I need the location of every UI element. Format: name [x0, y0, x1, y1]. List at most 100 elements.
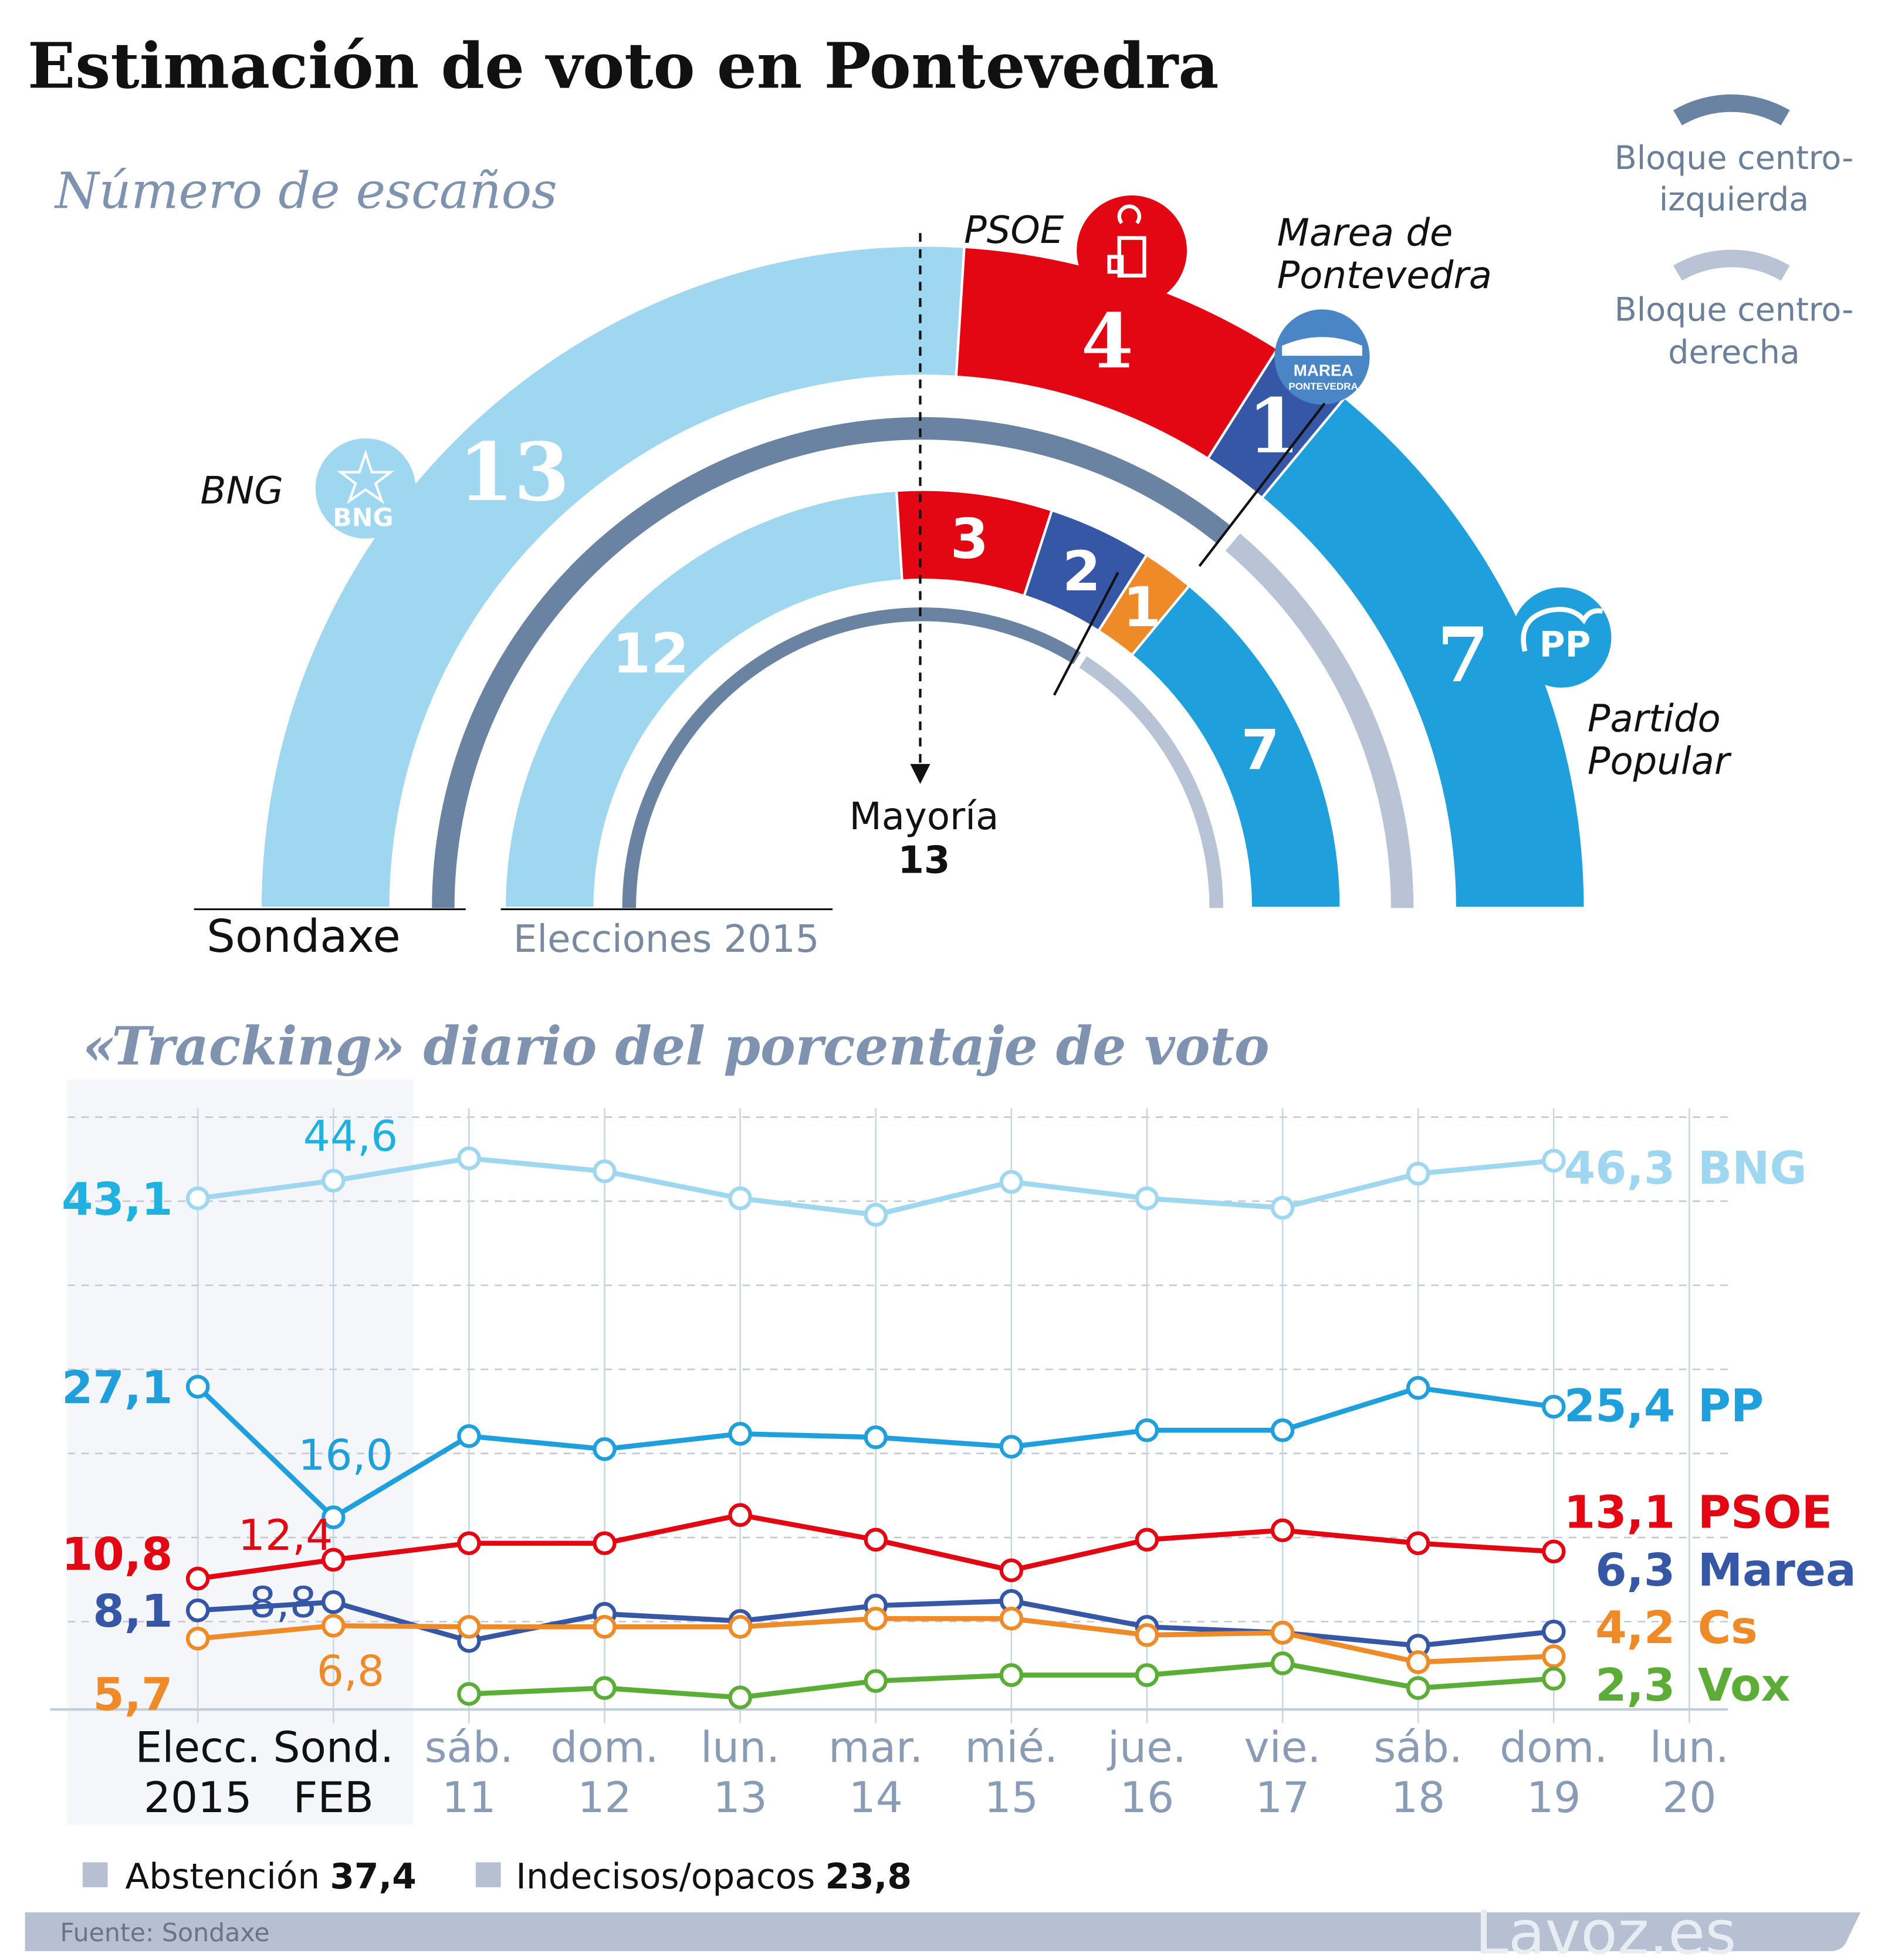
- legend-name-pp: PP: [1698, 1380, 1764, 1432]
- seat-segment-elecciones-2015-partido-popular: [1130, 584, 1342, 910]
- data-point-cs: [1270, 1621, 1295, 1645]
- seats-subtitle: Número de escaños: [54, 162, 557, 220]
- bloc-arc-sondaxe-centre-right: [1225, 533, 1414, 908]
- party-label-marea-1: Marea de: [1277, 211, 1453, 255]
- undecided-swatch: [475, 1862, 501, 1888]
- legend-name-marea: Marea: [1698, 1545, 1856, 1597]
- seat-label-sondaxe-psoe: 4: [1081, 298, 1133, 386]
- pp-logo-circle: [1511, 587, 1612, 688]
- pp-logo-text: PP: [1539, 624, 1591, 665]
- data-point-bng: [1542, 1148, 1566, 1173]
- footer-brand: Lavoz.es: [1475, 1898, 1737, 1960]
- start-label-marea: 8,1: [93, 1586, 172, 1638]
- x-tick-label-day: jue.: [1107, 1724, 1186, 1773]
- x-tick-label-day: lun.: [1650, 1724, 1729, 1773]
- marea-logo-text-2: PONTEVEDRA: [1288, 381, 1358, 392]
- x-tick-label-day: dom.: [1500, 1724, 1608, 1773]
- data-point-psoe: [1135, 1528, 1159, 1552]
- legend-name-bng: BNG: [1698, 1143, 1807, 1195]
- data-point-cs: [593, 1614, 617, 1639]
- x-tick-label-date: 17: [1256, 1773, 1309, 1823]
- party-label-psoe: PSOE: [964, 209, 1064, 252]
- seat-label-elecciones-2015-marea-de-pontevedra: 2: [1062, 540, 1101, 604]
- party-label-marea-2: Pontevedra: [1277, 254, 1492, 298]
- reference-label-marea: 8,8: [249, 1579, 317, 1628]
- marea-logo: MAREA PONTEVEDRA: [1274, 309, 1370, 405]
- data-point-bng: [1406, 1161, 1430, 1186]
- start-label-cs: 5,7: [93, 1669, 172, 1721]
- bloc-arc-elecciones-2015-centre-right: [1079, 656, 1223, 908]
- party-label-pp-2: Popular: [1588, 740, 1732, 783]
- x-tick-label-day: sáb.: [1373, 1724, 1462, 1773]
- data-point-vox: [1542, 1667, 1566, 1691]
- x-tick-label-day: Sond.: [273, 1724, 394, 1773]
- data-point-pp: [593, 1437, 617, 1461]
- abstention-swatch: [82, 1862, 108, 1888]
- data-point-bng: [864, 1202, 888, 1227]
- seat-segment-sondaxe-partido-popular: [1260, 396, 1586, 910]
- undecided-label: Indecisos/opacos 23,8: [516, 1857, 912, 1897]
- tracking-chart: Elecc.2015Sond.FEBsáb.11dom.12lun.13mar.…: [50, 1108, 1856, 1823]
- legend-name-psoe: PSOE: [1698, 1487, 1832, 1539]
- x-tick-label-date: 20: [1662, 1773, 1716, 1823]
- x-tick-label-day: Elecc.: [135, 1724, 260, 1773]
- tracking-subtitle: «Tracking» diario del porcentaje de voto: [83, 1016, 1270, 1077]
- data-point-bng: [728, 1186, 752, 1211]
- data-point-cs: [864, 1606, 888, 1631]
- seat-label-sondaxe-marea-de-pontevedra: 1: [1248, 383, 1300, 471]
- x-tick-label-date: 14: [849, 1773, 903, 1823]
- data-point-cs: [322, 1613, 346, 1638]
- data-point-bng: [1135, 1186, 1159, 1211]
- data-point-pp: [1542, 1394, 1566, 1419]
- x-tick-label-day: sáb.: [425, 1724, 513, 1773]
- data-point-bng: [322, 1168, 346, 1193]
- seat-segment-elecciones-2015-bng: [503, 489, 904, 910]
- page-title: Estimación de voto en Pontevedra: [28, 30, 1219, 103]
- start-label-psoe: 10,8: [62, 1529, 173, 1581]
- data-point-vox: [593, 1676, 617, 1700]
- data-point-bng: [185, 1186, 210, 1211]
- end-value-psoe: 13,1: [1564, 1487, 1676, 1539]
- footer-source: Fuente: Sondaxe: [60, 1918, 269, 1948]
- seat-label-elecciones-2015-partido-popular: 7: [1241, 719, 1280, 783]
- reference-label-cs: 6,8: [317, 1647, 384, 1697]
- x-tick-label-date: 11: [442, 1773, 496, 1823]
- data-point-cs: [728, 1614, 752, 1639]
- bloc-arc-elecciones-2015-centre-left: [622, 607, 1081, 908]
- majority-value: 13: [898, 839, 950, 883]
- ring-label-2015: Elecciones 2015: [513, 918, 820, 961]
- data-point-cs: [1542, 1644, 1566, 1668]
- end-value-pp: 25,4: [1564, 1380, 1676, 1432]
- bng-logo-text: BNG: [333, 503, 393, 532]
- data-point-psoe: [322, 1547, 346, 1572]
- legend-name-cs: Cs: [1698, 1602, 1758, 1654]
- legend-swatch-centre-left: [1673, 94, 1790, 126]
- seat-label-sondaxe-bng: 13: [458, 425, 570, 519]
- data-point-psoe: [728, 1503, 752, 1527]
- data-point-cs: [185, 1627, 210, 1651]
- data-point-psoe: [999, 1558, 1024, 1583]
- data-point-cs: [1406, 1650, 1430, 1674]
- x-tick-label-day: vie.: [1244, 1724, 1321, 1773]
- data-point-vox: [864, 1669, 888, 1693]
- majority-label: Mayoría: [849, 795, 999, 839]
- legend-label-centre-left-2: izquierda: [1659, 181, 1809, 219]
- legend-swatch-centre-right: [1673, 249, 1790, 281]
- data-point-pp: [1270, 1418, 1295, 1442]
- pp-seagull-icon: [1521, 607, 1603, 652]
- data-point-psoe: [1406, 1531, 1430, 1556]
- data-point-psoe: [1542, 1539, 1566, 1564]
- data-point-cs: [999, 1606, 1024, 1631]
- data-point-vox: [457, 1682, 481, 1706]
- marea-bridge-icon: [1282, 337, 1362, 356]
- start-label-pp: 27,1: [62, 1362, 173, 1414]
- undecided-value: 23,8: [825, 1857, 911, 1897]
- footer-band: [25, 1912, 1861, 1951]
- data-point-pp: [322, 1505, 346, 1529]
- seat-segment-sondaxe-bng: [259, 244, 966, 910]
- abstention-label-text: Abstención: [125, 1857, 320, 1897]
- x-tick-label-date: 15: [984, 1773, 1038, 1823]
- bloc-divider-inner: [1053, 572, 1119, 696]
